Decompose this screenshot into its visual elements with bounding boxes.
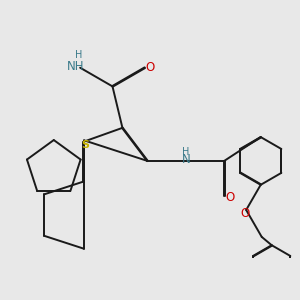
- Text: O: O: [226, 191, 235, 204]
- Text: O: O: [240, 207, 249, 220]
- Text: H: H: [75, 50, 82, 60]
- Text: O: O: [145, 61, 154, 74]
- Text: S: S: [82, 140, 90, 150]
- Text: N: N: [182, 153, 190, 166]
- Text: H: H: [182, 147, 190, 157]
- Text: NH: NH: [66, 60, 84, 73]
